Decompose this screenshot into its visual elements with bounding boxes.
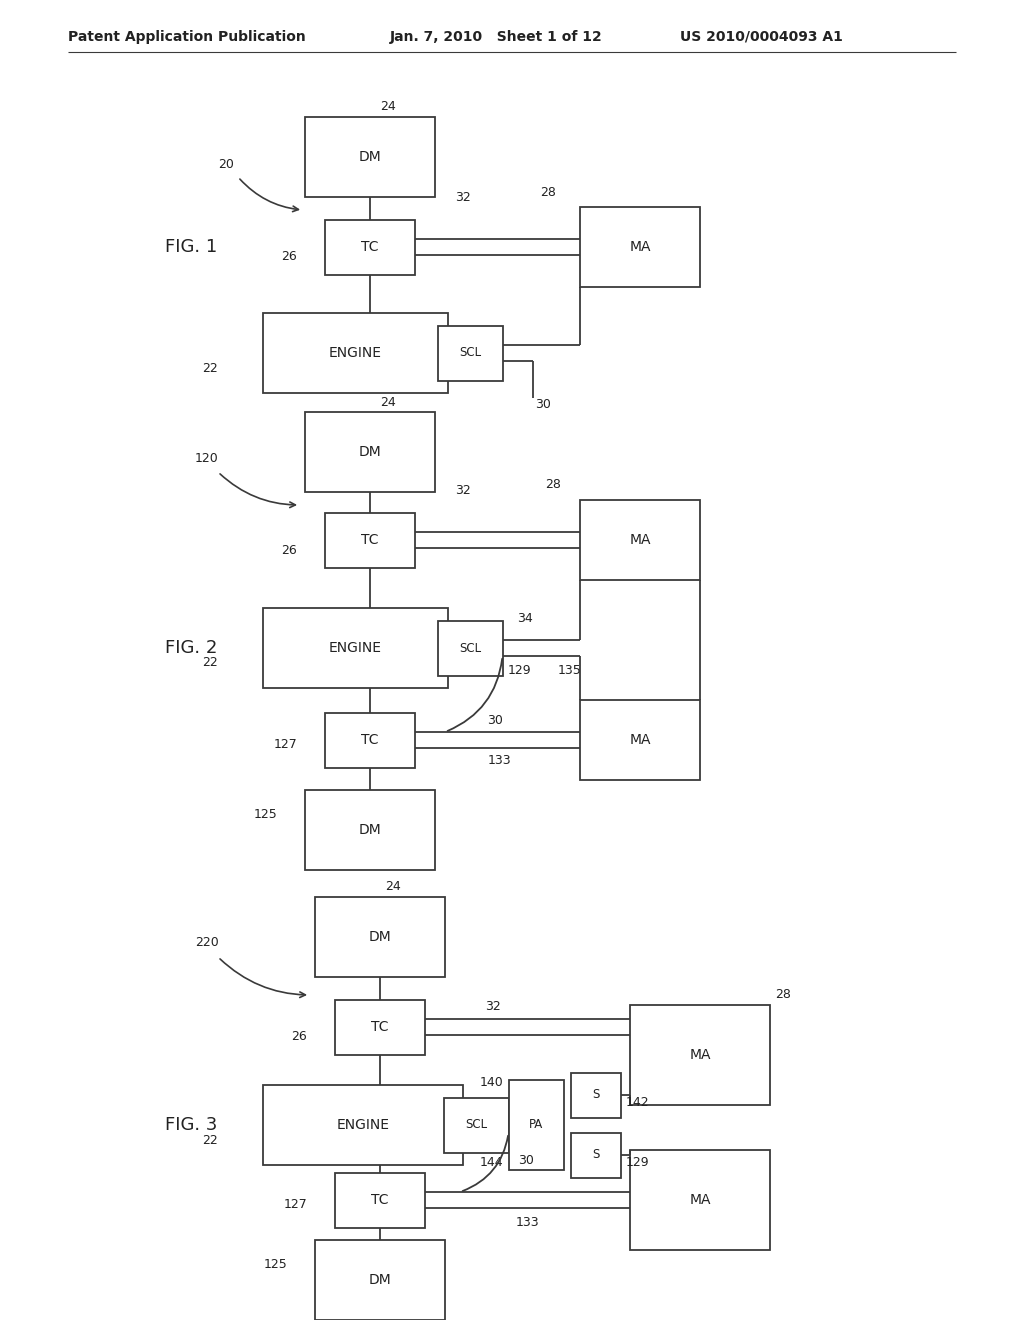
Bar [305, 412, 435, 492]
Text: SCL: SCL [459, 642, 481, 655]
Text: ENGINE: ENGINE [337, 1118, 389, 1133]
Text: 120: 120 [195, 451, 219, 465]
Text: SCL: SCL [459, 346, 481, 359]
Bar [580, 500, 700, 579]
Bar [630, 1005, 770, 1105]
Text: MA: MA [689, 1193, 711, 1206]
Bar [335, 1172, 425, 1228]
Text: S: S [592, 1148, 600, 1162]
Bar [325, 219, 415, 275]
Text: 142: 142 [626, 1097, 649, 1110]
Text: 28: 28 [540, 186, 556, 198]
Text: FIG. 2: FIG. 2 [165, 639, 217, 657]
Text: 32: 32 [485, 1001, 501, 1014]
Text: Jan. 7, 2010   Sheet 1 of 12: Jan. 7, 2010 Sheet 1 of 12 [390, 30, 603, 44]
Text: FIG. 3: FIG. 3 [165, 1115, 217, 1134]
Text: 22: 22 [203, 1134, 218, 1147]
Text: 28: 28 [775, 989, 791, 1002]
Text: SCL: SCL [465, 1118, 487, 1131]
Text: TC: TC [361, 733, 379, 747]
Bar [262, 609, 447, 688]
Text: 26: 26 [282, 251, 297, 264]
Text: PA: PA [528, 1118, 543, 1131]
Text: TC: TC [361, 240, 379, 253]
Text: 133: 133 [516, 1216, 540, 1229]
Text: 129: 129 [626, 1156, 649, 1170]
Bar [630, 1150, 770, 1250]
Bar [315, 1239, 445, 1320]
Bar [437, 620, 503, 676]
Text: FIG. 1: FIG. 1 [165, 238, 217, 256]
Text: TC: TC [372, 1020, 389, 1034]
Text: 24: 24 [380, 396, 395, 408]
Text: 30: 30 [518, 1154, 535, 1167]
Text: DM: DM [358, 150, 381, 164]
Bar [571, 1072, 621, 1118]
Bar [305, 789, 435, 870]
Text: 133: 133 [487, 754, 511, 767]
Text: ENGINE: ENGINE [329, 642, 382, 655]
Text: 34: 34 [517, 611, 534, 624]
Text: TC: TC [372, 1193, 389, 1206]
Text: MA: MA [630, 240, 650, 253]
Bar [305, 117, 435, 197]
Bar [263, 1085, 463, 1166]
Text: DM: DM [358, 445, 381, 459]
Bar [571, 1133, 621, 1177]
Bar [443, 1097, 509, 1152]
Text: MA: MA [630, 533, 650, 546]
Text: 125: 125 [263, 1258, 287, 1271]
Text: 32: 32 [455, 191, 471, 205]
Text: 32: 32 [455, 484, 471, 498]
Text: 28: 28 [545, 479, 561, 491]
Text: 22: 22 [202, 656, 217, 669]
Bar [335, 999, 425, 1055]
Text: 135: 135 [557, 664, 582, 676]
Text: S: S [592, 1089, 600, 1101]
Text: 24: 24 [385, 880, 400, 894]
Text: ENGINE: ENGINE [329, 346, 382, 360]
Text: TC: TC [361, 533, 379, 546]
Text: 220: 220 [195, 936, 219, 949]
Text: 30: 30 [536, 399, 551, 411]
Text: DM: DM [369, 931, 391, 944]
Bar [509, 1080, 563, 1170]
Text: 22: 22 [202, 362, 217, 375]
Text: DM: DM [369, 1272, 391, 1287]
Text: 125: 125 [253, 808, 278, 821]
Text: 127: 127 [273, 738, 297, 751]
Bar [325, 713, 415, 767]
Bar [580, 207, 700, 286]
Bar [315, 898, 445, 977]
Text: US 2010/0004093 A1: US 2010/0004093 A1 [680, 30, 843, 44]
Text: MA: MA [630, 733, 650, 747]
Text: 24: 24 [380, 100, 395, 114]
Text: DM: DM [358, 822, 381, 837]
Bar [437, 326, 503, 380]
Text: 26: 26 [282, 544, 297, 557]
Text: 140: 140 [480, 1077, 504, 1089]
Text: 127: 127 [284, 1199, 307, 1212]
Text: 20: 20 [218, 158, 233, 172]
Text: 144: 144 [480, 1156, 504, 1170]
Bar [325, 512, 415, 568]
Bar [580, 700, 700, 780]
Text: 129: 129 [508, 664, 531, 676]
Text: 26: 26 [291, 1031, 307, 1044]
Text: Patent Application Publication: Patent Application Publication [68, 30, 306, 44]
Text: MA: MA [689, 1048, 711, 1063]
Bar [262, 313, 447, 393]
Text: 30: 30 [487, 714, 504, 726]
